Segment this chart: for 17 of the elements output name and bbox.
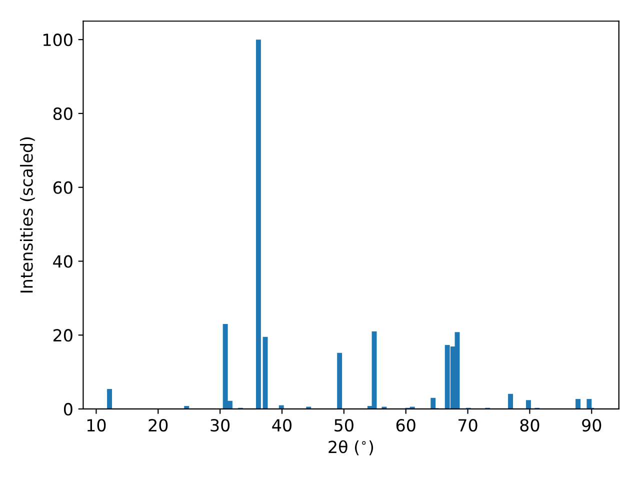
y-tick-label: 0 [64, 402, 72, 416]
x-tick-label: 80 [520, 418, 540, 432]
x-tick-label: 70 [458, 418, 478, 432]
y-tick-label: 40 [53, 255, 72, 268]
x-tick-label: 60 [396, 418, 416, 432]
x-tick-label: 40 [272, 418, 292, 432]
x-tick-label: 90 [582, 418, 602, 432]
x-tick-label: 10 [87, 418, 106, 432]
x-tick-label: 20 [148, 418, 168, 432]
x-axis-title: 2θ ($^{∘}$) [328, 440, 374, 456]
x-tick-label: 30 [210, 418, 230, 432]
y-tick-label: 60 [53, 181, 72, 194]
y-tick-label: 20 [53, 329, 72, 342]
y-axis-title: Intensities (scaled) [20, 137, 35, 292]
y-tick-label: 80 [53, 107, 72, 120]
y-tick-label: 100 [43, 34, 72, 46]
x-tick-label: 50 [334, 418, 354, 432]
